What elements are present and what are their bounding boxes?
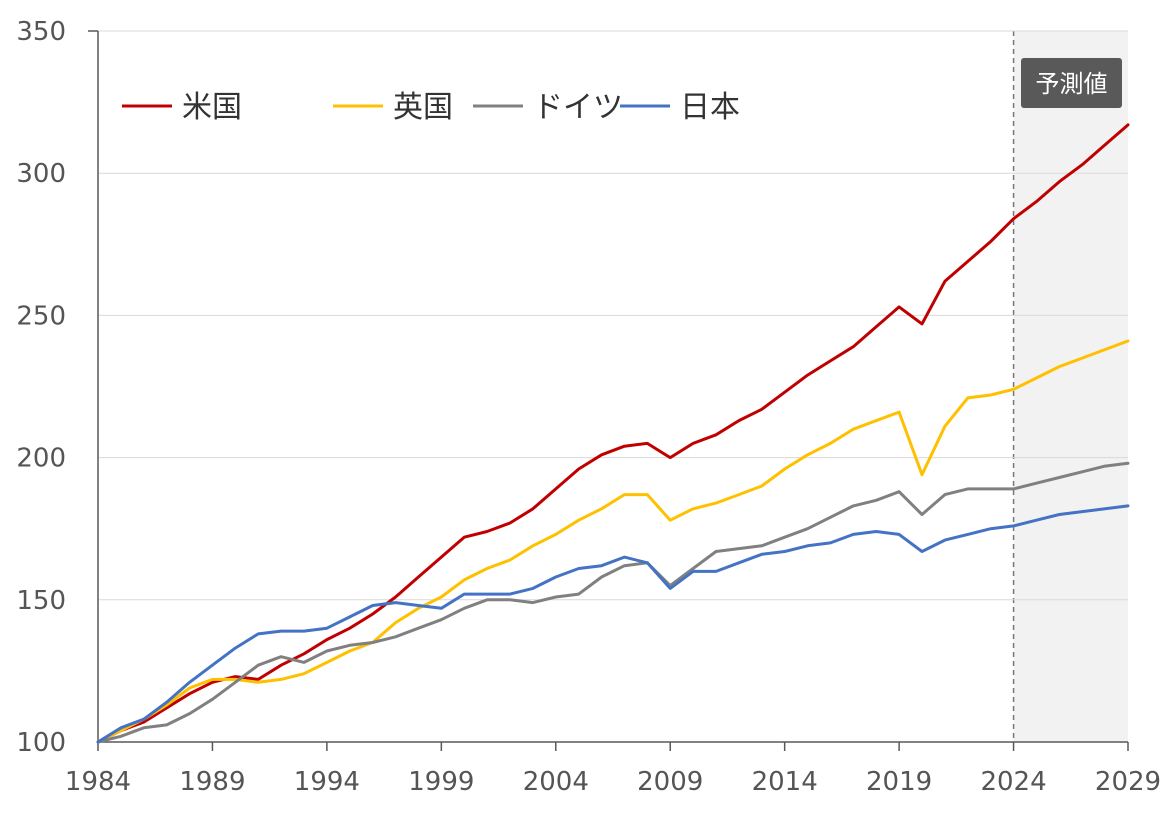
x-tick-label: 2019	[866, 767, 932, 797]
legend-label: ドイツ	[533, 90, 623, 125]
y-tick-label: 200	[16, 444, 66, 474]
x-tick-label: 2014	[752, 767, 818, 797]
x-tick-label: 1994	[294, 767, 360, 797]
x-tick-label: 2024	[980, 767, 1046, 797]
x-tick-label: 2009	[637, 767, 703, 797]
forecast-label: 予測値	[1036, 70, 1108, 98]
legend-label: 英国	[393, 90, 453, 125]
series-line	[96, 339, 1130, 744]
x-tick-label: 1999	[408, 767, 474, 797]
forecast-shade	[1013, 31, 1128, 742]
series-lines	[96, 123, 1130, 744]
series-line	[96, 504, 1130, 744]
legend: 米国 英国 ドイツ 日本	[122, 90, 740, 125]
y-tick-label: 100	[16, 728, 66, 758]
series-line	[96, 461, 1130, 744]
axes: 100 150 200 250 300 350 1984 1989 1994 1999 2004 20…	[16, 17, 1161, 797]
x-tick-label: 2029	[1095, 767, 1161, 797]
legend-label: 日本	[680, 90, 740, 125]
y-tick-label: 350	[16, 17, 66, 47]
x-tick-label: 1984	[65, 767, 131, 797]
x-tick-label: 2004	[523, 767, 589, 797]
forecast-badge	[1021, 58, 1122, 108]
x-tick-label: 1989	[179, 767, 245, 797]
series-line	[96, 123, 1130, 744]
y-tick-label: 250	[16, 301, 66, 331]
y-tick-label: 150	[16, 586, 66, 616]
gridlines	[98, 30, 1128, 601]
y-tick-label: 300	[16, 159, 66, 189]
legend-label: 米国	[182, 90, 242, 125]
forecast-region: 予測値	[1012, 31, 1128, 742]
